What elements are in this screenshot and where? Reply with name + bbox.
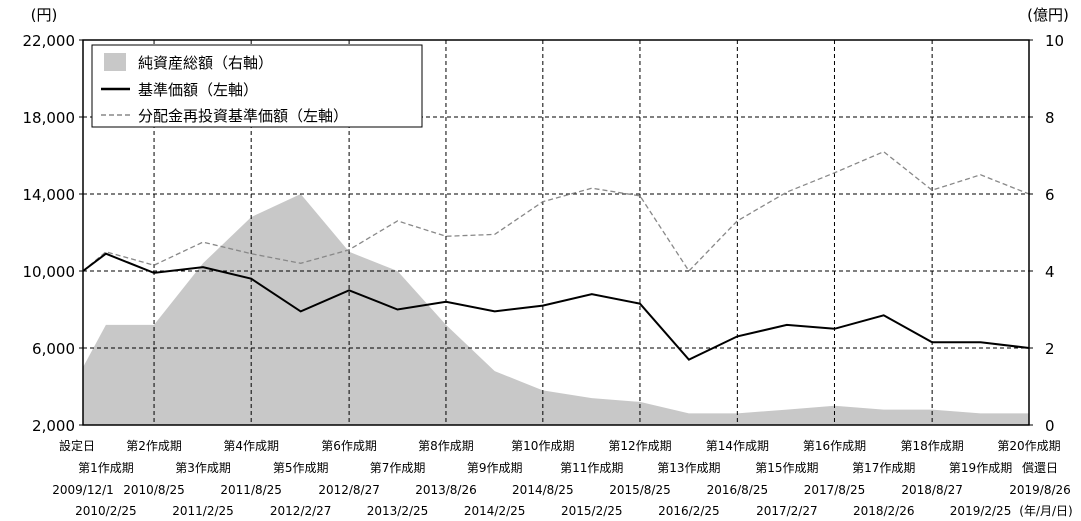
x-date-label-third: 2017/8/25 — [804, 483, 866, 497]
series-line-base-price — [82, 252, 1030, 361]
x-period-label-top: 設定日 — [59, 438, 95, 453]
y-left-tick-label: 6,000 — [32, 340, 75, 358]
x-axis-unit-label: (年/月/日) — [1019, 504, 1072, 518]
y-left-tick-label: 18,000 — [23, 109, 76, 127]
y-left-tick-label: 22,000 — [23, 32, 76, 50]
y-right-tick-label: 2 — [1045, 340, 1055, 358]
series-line-reinvested-nav — [82, 150, 1030, 273]
x-date-label-third: 2019/8/26 — [1009, 483, 1071, 497]
legend-swatch-net-assets — [104, 53, 126, 71]
x-date-label-third: 2015/8/25 — [609, 483, 671, 497]
legend-label-reinvested-nav: 分配金再投資基準価額（左軸） — [138, 107, 348, 125]
x-period-label-second: 第9作成期 — [467, 461, 523, 475]
y-right-tick-label: 6 — [1045, 186, 1055, 204]
x-period-label-top: 第12作成期 — [608, 439, 671, 453]
x-period-label-second: 第11作成期 — [560, 461, 623, 475]
x-date-label-third: 2012/8/27 — [318, 483, 380, 497]
x-date-label-fourth: 2017/2/27 — [756, 504, 818, 518]
y-right-unit-label: (億円) — [1027, 6, 1069, 24]
x-date-label-third: 2011/8/25 — [220, 483, 282, 497]
x-period-label-second: 償還日 — [1022, 461, 1058, 475]
x-date-label-fourth: 2012/2/27 — [270, 504, 332, 518]
x-date-label-fourth: 2013/2/25 — [367, 504, 429, 518]
legend: 純資産総額（右軸） 基準価額（左軸） 分配金再投資基準価額（左軸） — [91, 44, 423, 128]
x-date-label-third: 2009/12/1 — [52, 483, 114, 497]
x-date-label-fourth: 2016/2/25 — [658, 504, 720, 518]
y-right-tick-label: 10 — [1045, 32, 1064, 50]
x-period-label-top: 第18作成期 — [900, 439, 963, 453]
y-left-tick-label: 10,000 — [23, 263, 76, 281]
x-period-label-second: 第17作成期 — [852, 461, 915, 475]
x-period-label-top: 第20作成期 — [997, 439, 1060, 453]
y-left-tick-label: 2,000 — [32, 417, 75, 435]
x-period-label-top: 第8作成期 — [418, 439, 474, 453]
y-left-tick-label: 14,000 — [23, 186, 76, 204]
x-period-label-top: 第10作成期 — [511, 439, 574, 453]
x-date-label-fourth: 2010/2/25 — [75, 504, 137, 518]
x-period-label-second: 第15作成期 — [755, 461, 818, 475]
x-period-label-top: 第14作成期 — [706, 439, 769, 453]
legend-label-base-price: 基準価額（左軸） — [138, 81, 258, 99]
x-date-label-third: 2018/8/27 — [901, 483, 963, 497]
x-date-label-fourth: 2011/2/25 — [172, 504, 234, 518]
x-period-label-top: 第6作成期 — [321, 439, 377, 453]
x-period-label-second: 第5作成期 — [273, 461, 329, 475]
x-date-label-fourth: 2015/2/25 — [561, 504, 623, 518]
x-period-label-second: 第13作成期 — [657, 461, 720, 475]
y-left-unit-label: (円) — [31, 6, 58, 24]
x-date-label-fourth: 2019/2/25 — [950, 504, 1012, 518]
x-date-label-third: 2014/8/25 — [512, 483, 574, 497]
x-axis-labels-layer: 設定日 第2作成期 第4作成期 第6作成期 第8作成期 第10作成期 第12作成期 第14作成… — [52, 438, 1072, 518]
x-period-label-second: 第7作成期 — [370, 461, 426, 475]
x-period-label-second: 第1作成期 — [78, 461, 134, 475]
x-period-label-top: 第4作成期 — [223, 439, 279, 453]
series-area-net-assets — [83, 194, 1029, 425]
axis-labels-layer: 2,000 6,000 10,000 14,000 18,000 22,000 0 2 4 6 8 1… — [23, 6, 1069, 435]
legend-box — [91, 44, 423, 128]
y-right-tick-label: 8 — [1045, 109, 1055, 127]
x-period-label-top: 第16作成期 — [803, 439, 866, 453]
x-period-label-second: 第19作成期 — [949, 461, 1012, 475]
x-date-label-third: 2016/8/25 — [707, 483, 769, 497]
x-period-label-top: 第2作成期 — [126, 439, 182, 453]
x-date-label-third: 2010/8/25 — [123, 483, 185, 497]
y-right-tick-label: 0 — [1045, 417, 1055, 435]
legend-label-net-assets: 純資産総額（右軸） — [138, 54, 273, 72]
net-assets-area-layer — [83, 194, 1029, 425]
x-period-label-second: 第3作成期 — [175, 461, 231, 475]
price-lines-layer — [82, 150, 1030, 361]
y-right-tick-label: 4 — [1045, 263, 1055, 281]
plot-frame — [82, 39, 1030, 426]
x-date-label-fourth: 2014/2/25 — [464, 504, 526, 518]
x-date-label-third: 2013/8/26 — [415, 483, 477, 497]
x-date-label-fourth: 2018/2/26 — [853, 504, 915, 518]
